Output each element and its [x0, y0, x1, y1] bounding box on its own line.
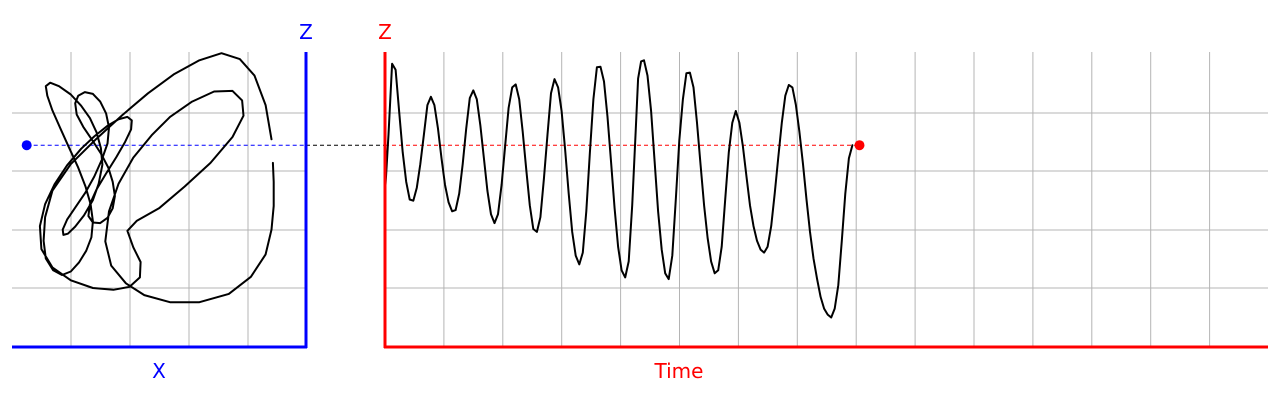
phase-y-axis-label: Z [299, 20, 313, 44]
phase-trajectory-line [38, 52, 275, 304]
time-x-axis-label: Time [654, 359, 704, 383]
phase-state-marker [21, 140, 32, 151]
z-time-series-line [384, 59, 854, 319]
time-state-marker [854, 140, 865, 151]
phase-grid [12, 52, 306, 346]
current-state-markers [21, 140, 865, 151]
axes [12, 52, 1268, 349]
time-y-axis-label: Z [378, 20, 392, 44]
time-grid [385, 52, 1268, 346]
phase-x-axis-label: X [152, 359, 166, 383]
